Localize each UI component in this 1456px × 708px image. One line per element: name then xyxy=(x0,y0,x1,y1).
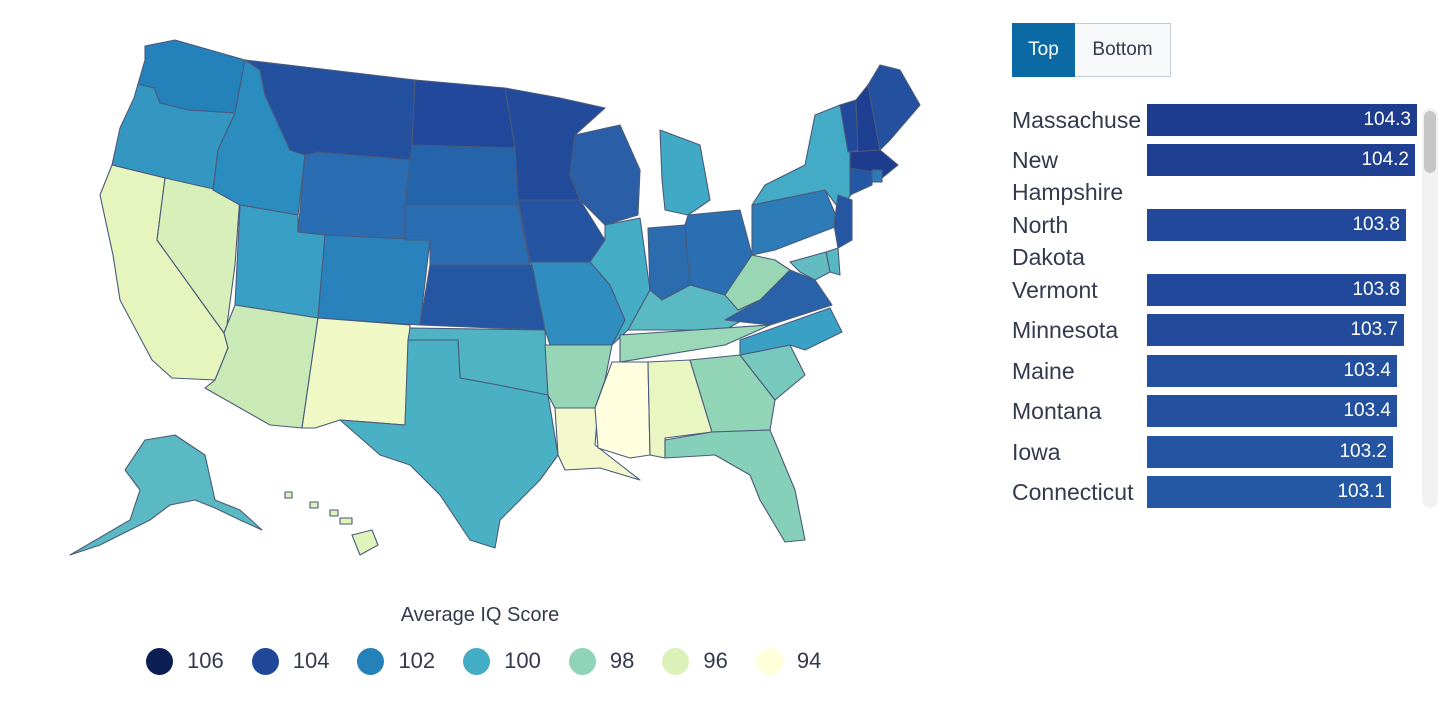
legend-swatch xyxy=(357,647,385,675)
ranking-row[interactable]: Maine 103.4 xyxy=(1000,351,1420,411)
legend-label: 104 xyxy=(292,648,330,673)
ranking-row[interactable]: North Dakota 103.8 xyxy=(1000,205,1420,270)
state-hawaii[interactable]: Hawaii xyxy=(284,491,379,556)
state-texas[interactable]: Texas xyxy=(339,339,559,549)
state-north-dakota[interactable]: North Dakota xyxy=(411,79,516,149)
legend-swatch xyxy=(662,647,690,675)
ranking-row[interactable]: New Hampshire 104.2 xyxy=(1000,140,1420,205)
state-name: Minnesota xyxy=(1012,317,1119,343)
state-name: New Hampshire xyxy=(1012,147,1124,205)
state-illinois[interactable]: Illinois xyxy=(589,217,651,346)
legend-item: 94 xyxy=(755,647,822,675)
state-name: Iowa xyxy=(1012,439,1061,465)
state-alaska[interactable]: Alaska xyxy=(69,434,263,556)
ranking-row[interactable]: Connecticut 103.1 xyxy=(1000,472,1420,512)
ranking-row[interactable]: Vermont 103.8 xyxy=(1000,270,1420,330)
legend-label: 102 xyxy=(398,648,436,673)
state-name: Maine xyxy=(1012,358,1075,384)
score-value: 103.4 xyxy=(1343,360,1391,381)
legend-label: 94 xyxy=(796,648,822,673)
map-svg: WashingtonOregonCaliforniaNevadaIdahoMon… xyxy=(69,39,921,556)
score-bar[interactable]: 103.8 xyxy=(1147,274,1406,306)
state-wisconsin[interactable]: Wisconsin xyxy=(569,124,641,226)
score-value: 103.1 xyxy=(1337,481,1385,502)
score-value: 104.2 xyxy=(1361,149,1409,170)
ranking-scrollbar[interactable] xyxy=(1422,108,1438,508)
legend-swatch xyxy=(568,647,596,675)
score-bar[interactable]: 104.3 xyxy=(1147,104,1417,136)
ranking-row[interactable]: Minnesota 103.7 xyxy=(1000,310,1420,370)
score-bar[interactable]: 103.1 xyxy=(1147,476,1391,508)
ranking-row[interactable]: Montana 103.4 xyxy=(1000,391,1420,451)
ranking-row[interactable]: Massachuse 104.3 xyxy=(1000,100,1420,160)
legend-label: 98 xyxy=(609,648,635,673)
legend-swatch xyxy=(146,647,173,675)
ranking-scrollbar-thumb[interactable] xyxy=(1424,111,1436,173)
legend-item: 98 xyxy=(568,647,635,675)
color-legend: 106 104 102 100 98 96 94 xyxy=(146,646,849,676)
bottom-button[interactable]: Bottom xyxy=(1075,23,1171,77)
score-value: 103.4 xyxy=(1343,400,1391,421)
top-bottom-toggle: Top Bottom xyxy=(1012,23,1171,77)
state-name: North Dakota xyxy=(1012,212,1085,270)
state-georgia[interactable]: Georgia xyxy=(689,354,776,433)
state-name: Connecticut xyxy=(1012,479,1134,505)
legend-label: 100 xyxy=(504,648,541,673)
legend-item: 100 xyxy=(463,647,541,675)
state-rhode-island[interactable]: Rhode Island xyxy=(871,169,883,183)
state-florida[interactable]: Florida xyxy=(664,429,806,543)
top-button[interactable]: Top xyxy=(1012,23,1075,77)
legend-item: 104 xyxy=(251,647,330,675)
legend-swatch xyxy=(755,647,783,675)
legend-label: 106 xyxy=(187,648,224,673)
state-connecticut[interactable]: Connecticut xyxy=(849,167,873,196)
state-wyoming[interactable]: Wyoming xyxy=(297,151,413,246)
score-bar[interactable]: 103.8 xyxy=(1147,209,1406,241)
score-bar[interactable]: 103.7 xyxy=(1147,314,1404,346)
legend-swatch xyxy=(251,647,279,675)
state-new-jersey[interactable]: New Jersey xyxy=(833,194,853,249)
state-south-dakota[interactable]: South Dakota xyxy=(404,144,519,206)
legend-item: 96 xyxy=(662,647,728,675)
legend-swatch xyxy=(463,647,491,675)
state-maryland[interactable]: Maryland xyxy=(789,251,831,281)
state-tennessee[interactable]: Tennessee xyxy=(619,324,771,363)
score-value: 103.8 xyxy=(1352,214,1400,235)
state-new-york[interactable]: New York xyxy=(751,104,859,211)
state-new-mexico[interactable]: New Mexico xyxy=(301,317,411,429)
state-name: Vermont xyxy=(1012,277,1098,303)
score-bar[interactable]: 103.4 xyxy=(1147,395,1397,427)
legend-item: 102 xyxy=(357,647,436,675)
score-bar[interactable]: 103.2 xyxy=(1147,436,1393,468)
score-value: 103.8 xyxy=(1352,279,1400,300)
legend-label: 96 xyxy=(703,648,728,673)
state-name: Montana xyxy=(1012,398,1102,424)
state-michigan[interactable]: Michigan xyxy=(659,129,711,216)
us-choropleth-map: WashingtonOregonCaliforniaNevadaIdahoMon… xyxy=(69,39,921,556)
ranking-list[interactable]: Massachuse 104.3 New Hampshire 104.2 North D… xyxy=(1000,100,1442,512)
legend-title: Average IQ Score xyxy=(400,604,560,626)
legend-item: 106 xyxy=(146,647,224,675)
score-value: 104.3 xyxy=(1363,109,1411,130)
score-bar[interactable]: 103.4 xyxy=(1147,355,1397,387)
state-name: Massachuse xyxy=(1012,107,1142,133)
state-colorado[interactable]: Colorado xyxy=(317,234,431,326)
score-value: 103.2 xyxy=(1339,441,1387,462)
state-kansas[interactable]: Kansas xyxy=(419,264,546,331)
state-north-carolina[interactable]: North Carolina xyxy=(739,307,843,356)
score-value: 103.7 xyxy=(1350,319,1398,340)
ranking-row[interactable]: Iowa 103.2 xyxy=(1000,432,1420,492)
score-bar[interactable]: 104.2 xyxy=(1147,144,1415,176)
